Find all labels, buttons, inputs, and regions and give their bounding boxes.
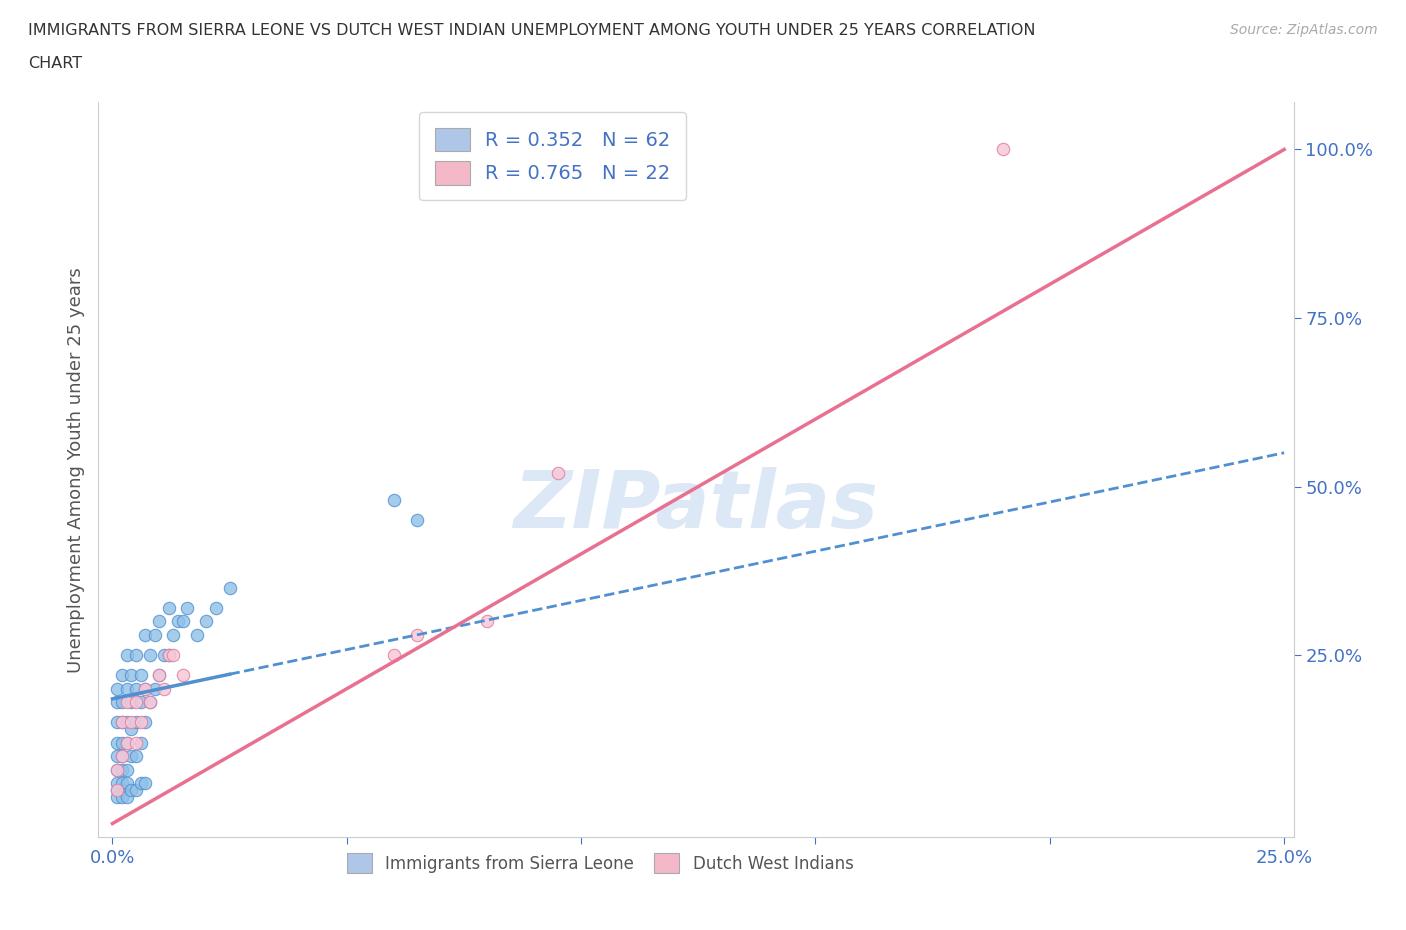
Point (111, 776, 134, 790)
Point (172, 668, 194, 683)
Point (105, 695, 128, 710)
Point (153, 682, 176, 697)
Point (115, 736, 138, 751)
Point (134, 682, 156, 697)
Text: Source: ZipAtlas.com: Source: ZipAtlas.com (1230, 23, 1378, 37)
Point (105, 763, 128, 777)
Point (111, 668, 134, 683)
Point (120, 715, 142, 730)
Point (129, 736, 152, 751)
Point (105, 763, 128, 777)
Point (148, 668, 170, 683)
Text: ZIPatlas: ZIPatlas (513, 468, 879, 545)
Point (115, 790, 138, 804)
Point (125, 782, 148, 797)
Point (139, 695, 162, 710)
Point (120, 722, 142, 737)
Point (134, 715, 156, 730)
Point (129, 668, 152, 683)
Text: IMMIGRANTS FROM SIERRA LEONE VS DUTCH WEST INDIAN UNEMPLOYMENT AMONG YOUTH UNDER: IMMIGRANTS FROM SIERRA LEONE VS DUTCH WE… (28, 23, 1036, 38)
Point (111, 790, 134, 804)
Point (195, 614, 218, 629)
Point (143, 628, 166, 643)
Point (125, 715, 148, 730)
Point (115, 682, 138, 697)
Point (125, 682, 148, 697)
Text: CHART: CHART (28, 56, 82, 71)
Point (129, 695, 152, 710)
Point (477, 614, 499, 629)
Point (172, 614, 194, 629)
Point (176, 601, 198, 616)
Point (105, 682, 128, 697)
Point (125, 647, 148, 662)
Point (111, 715, 134, 730)
Point (153, 647, 176, 662)
Point (129, 715, 152, 730)
Point (111, 715, 134, 730)
Point (125, 736, 148, 751)
Point (991, 142, 1014, 157)
Point (148, 614, 170, 629)
Point (143, 682, 166, 697)
Point (111, 695, 134, 710)
Point (162, 628, 184, 643)
Point (125, 695, 148, 710)
Point (120, 782, 142, 797)
Legend: Immigrants from Sierra Leone, Dutch West Indians: Immigrants from Sierra Leone, Dutch West… (340, 846, 860, 880)
Point (120, 695, 142, 710)
Point (157, 647, 180, 662)
Point (139, 647, 162, 662)
Point (115, 776, 138, 790)
Point (115, 695, 138, 710)
Point (105, 715, 128, 730)
Point (134, 628, 156, 643)
Point (105, 749, 128, 764)
Point (111, 749, 134, 764)
Point (134, 682, 156, 697)
Point (105, 736, 128, 751)
Point (115, 736, 138, 751)
Point (157, 647, 180, 662)
Point (218, 580, 240, 595)
Point (406, 512, 429, 527)
Point (134, 776, 156, 790)
Point (382, 647, 405, 662)
Point (547, 466, 569, 481)
Point (111, 782, 134, 797)
Point (111, 749, 134, 764)
Point (406, 628, 429, 643)
Point (162, 647, 184, 662)
Point (382, 493, 405, 508)
Point (139, 695, 162, 710)
Point (204, 601, 226, 616)
Point (111, 763, 134, 777)
Point (115, 647, 138, 662)
Point (148, 668, 170, 683)
Point (120, 749, 142, 764)
Point (115, 763, 138, 777)
Y-axis label: Unemployment Among Youth under 25 years: Unemployment Among Youth under 25 years (66, 267, 84, 672)
Point (105, 782, 128, 797)
Point (105, 782, 128, 797)
Point (115, 715, 138, 730)
Point (125, 749, 148, 764)
Point (167, 614, 190, 629)
Point (129, 776, 152, 790)
Point (157, 601, 180, 616)
Point (120, 668, 142, 683)
Point (186, 628, 208, 643)
Point (111, 736, 134, 751)
Point (105, 790, 128, 804)
Point (105, 776, 128, 790)
